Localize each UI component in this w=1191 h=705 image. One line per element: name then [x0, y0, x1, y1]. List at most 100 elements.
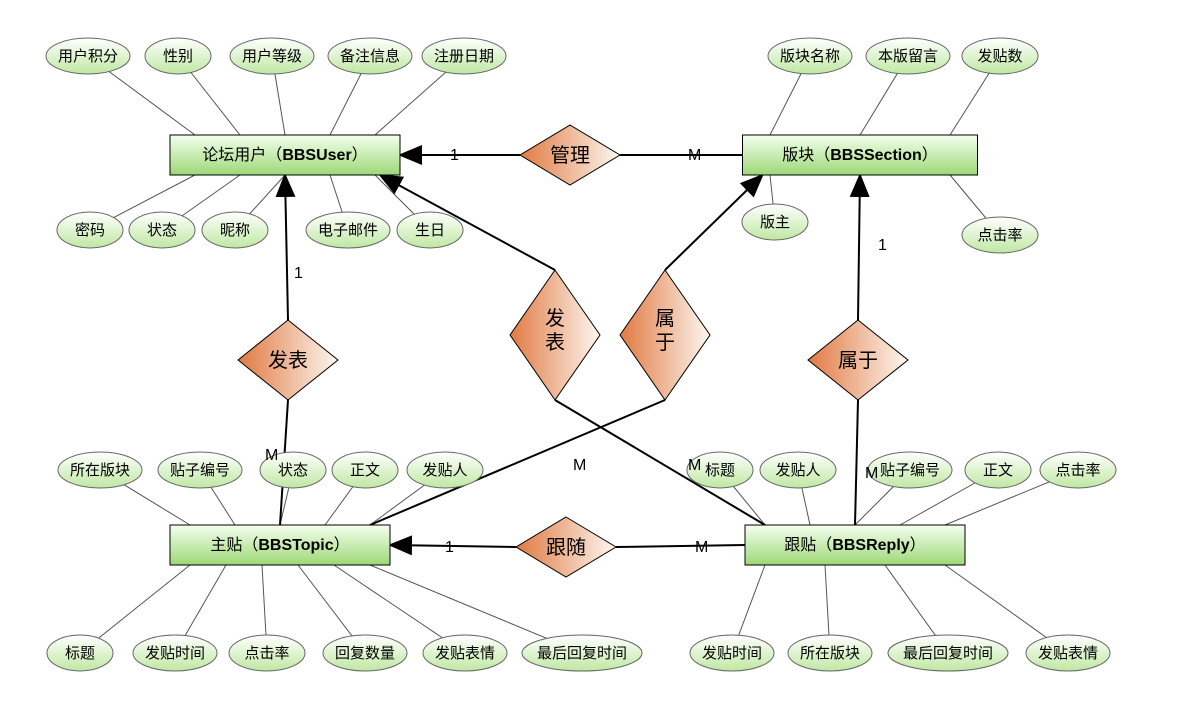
- entity-label: 版块（BBSSection）: [782, 146, 938, 164]
- attribute-ellipse: 所在版块: [58, 452, 142, 488]
- attr-label: 发贴人: [422, 462, 467, 479]
- attribute-ellipse: 正文: [965, 452, 1031, 488]
- attribute-ellipse: 发贴人: [407, 452, 483, 488]
- attribute-ellipse: 回复数量: [323, 635, 407, 671]
- relationship-publish1: 发表: [238, 320, 338, 400]
- entity-section: 版块（BBSSection）: [743, 135, 978, 175]
- attr-label: 密码: [75, 222, 105, 239]
- attr-label: 点击率: [244, 645, 289, 662]
- relationship-follow: 跟随: [516, 517, 616, 577]
- attribute-ellipse: 发贴数: [962, 38, 1038, 74]
- attribute-ellipse: 贴子编号: [868, 452, 952, 488]
- attr-label: 发贴时间: [145, 645, 205, 662]
- attr-label: 注册日期: [434, 48, 494, 65]
- attribute-ellipse: 状态: [129, 212, 195, 248]
- attr-label: 版块名称: [780, 48, 840, 65]
- entity-label: 主贴（BBSTopic）: [210, 536, 349, 554]
- attribute-ellipse: 版块名称: [768, 38, 852, 74]
- cardinality-label: 1: [450, 147, 459, 164]
- attribute-ellipse: 本版留言: [866, 38, 950, 74]
- attr-label: 回复数量: [335, 644, 395, 662]
- attribute-ellipse: 电子邮件: [306, 212, 390, 248]
- attr-label: 正文: [350, 462, 380, 479]
- attribute-ellipse: 发贴时间: [690, 635, 774, 671]
- attribute-ellipse: 发贴人: [760, 452, 836, 488]
- attr-label: 发贴时间: [702, 645, 762, 662]
- attr-label: 发贴数: [977, 48, 1022, 65]
- attr-label: 用户等级: [242, 47, 302, 65]
- relationship-belong2: 属于: [808, 320, 908, 400]
- attribute-ellipse: 用户积分: [46, 38, 130, 74]
- attr-label: 发贴人: [775, 462, 820, 479]
- attribute-ellipse: 标题: [47, 635, 113, 671]
- cardinality-label: M: [688, 147, 701, 164]
- attribute-ellipse: 最后回复时间: [888, 635, 1008, 671]
- attribute-ellipse: 点击率: [962, 217, 1038, 253]
- rel-connector: [855, 400, 858, 525]
- cardinality-label: M: [573, 457, 586, 474]
- svg-text:属: 属: [655, 308, 675, 330]
- cardinality-label: 1: [294, 265, 303, 282]
- attribute-ellipse: 发贴表情: [423, 635, 507, 671]
- attr-label: 本版留言: [878, 48, 938, 65]
- attr-label: 最后回复时间: [903, 644, 993, 662]
- relationship-label: 管理: [550, 144, 590, 167]
- relationship-belong_center: 属于: [620, 270, 710, 400]
- cardinality-label: M: [265, 447, 278, 464]
- relationship-label: 发表: [268, 349, 308, 372]
- attr-label: 贴子编号: [880, 462, 940, 479]
- attr-label: 备注信息: [340, 48, 400, 65]
- attribute-ellipse: 昵称: [202, 212, 268, 248]
- attribute-ellipse: 注册日期: [422, 38, 506, 74]
- attr-label: 状态: [278, 462, 308, 479]
- attr-label: 电子邮件: [318, 222, 378, 239]
- attribute-ellipse: 生日: [397, 212, 463, 248]
- cardinality-label: M: [865, 465, 878, 482]
- attribute-ellipse: 最后回复时间: [522, 635, 642, 671]
- er-diagram: 用户积分性别用户等级备注信息注册日期密码状态昵称电子邮件生日版块名称本版留言发贴…: [0, 0, 1191, 705]
- attribute-ellipse: 发贴时间: [133, 635, 217, 671]
- rel-connector: [858, 175, 860, 320]
- relationship-label: 跟随: [546, 536, 586, 559]
- attr-label: 昵称: [220, 222, 250, 239]
- entity-user: 论坛用户（BBSUser）: [170, 135, 400, 175]
- attribute-ellipse: 发贴表情: [1026, 635, 1110, 671]
- attr-label: 最后回复时间: [537, 644, 627, 662]
- attr-label: 版主: [760, 214, 790, 231]
- attr-label: 生日: [415, 222, 445, 239]
- cardinality-label: M: [695, 539, 708, 556]
- entity-label: 论坛用户（BBSUser）: [202, 146, 367, 164]
- cardinality-label: 1: [878, 237, 887, 254]
- attribute-ellipse: 性别: [145, 38, 211, 74]
- attribute-ellipse: 点击率: [229, 635, 305, 671]
- relationship-label: 属于: [838, 350, 878, 372]
- attribute-ellipse: 正文: [332, 452, 398, 488]
- attr-label: 正文: [983, 462, 1013, 479]
- entity-topic: 主贴（BBSTopic）: [170, 525, 390, 565]
- relationship-publish2_center: 发表: [510, 270, 600, 400]
- attr-label: 贴子编号: [170, 462, 230, 479]
- attr-label: 所在版块: [70, 462, 130, 479]
- attr-label: 性别: [163, 48, 193, 65]
- attribute-ellipse: 贴子编号: [158, 452, 242, 488]
- attr-label: 用户积分: [58, 48, 118, 65]
- attr-label: 发贴表情: [435, 645, 495, 662]
- rel-connector: [285, 175, 288, 320]
- attribute-ellipse: 所在版块: [788, 635, 872, 671]
- attr-label: 发贴表情: [1038, 645, 1098, 662]
- relationship-diamonds: 管理发表发表属于属于跟随: [238, 125, 908, 577]
- svg-text:于: 于: [655, 332, 675, 354]
- attribute-ellipse: 密码: [57, 212, 123, 248]
- attr-label: 状态: [147, 222, 177, 239]
- attribute-ellipse: 版主: [742, 204, 808, 240]
- attribute-ellipse: 用户等级: [230, 38, 314, 74]
- rel-connector: [616, 545, 745, 547]
- attribute-ellipse: 备注信息: [328, 38, 412, 74]
- cardinality-label: M: [688, 457, 701, 474]
- attr-label: 所在版块: [800, 645, 860, 662]
- entity-label: 跟贴（BBSReply）: [784, 536, 925, 554]
- attr-label: 点击率: [977, 227, 1022, 244]
- attr-label: 标题: [65, 645, 95, 662]
- attr-label: 点击率: [1055, 462, 1100, 479]
- svg-text:表: 表: [545, 331, 565, 354]
